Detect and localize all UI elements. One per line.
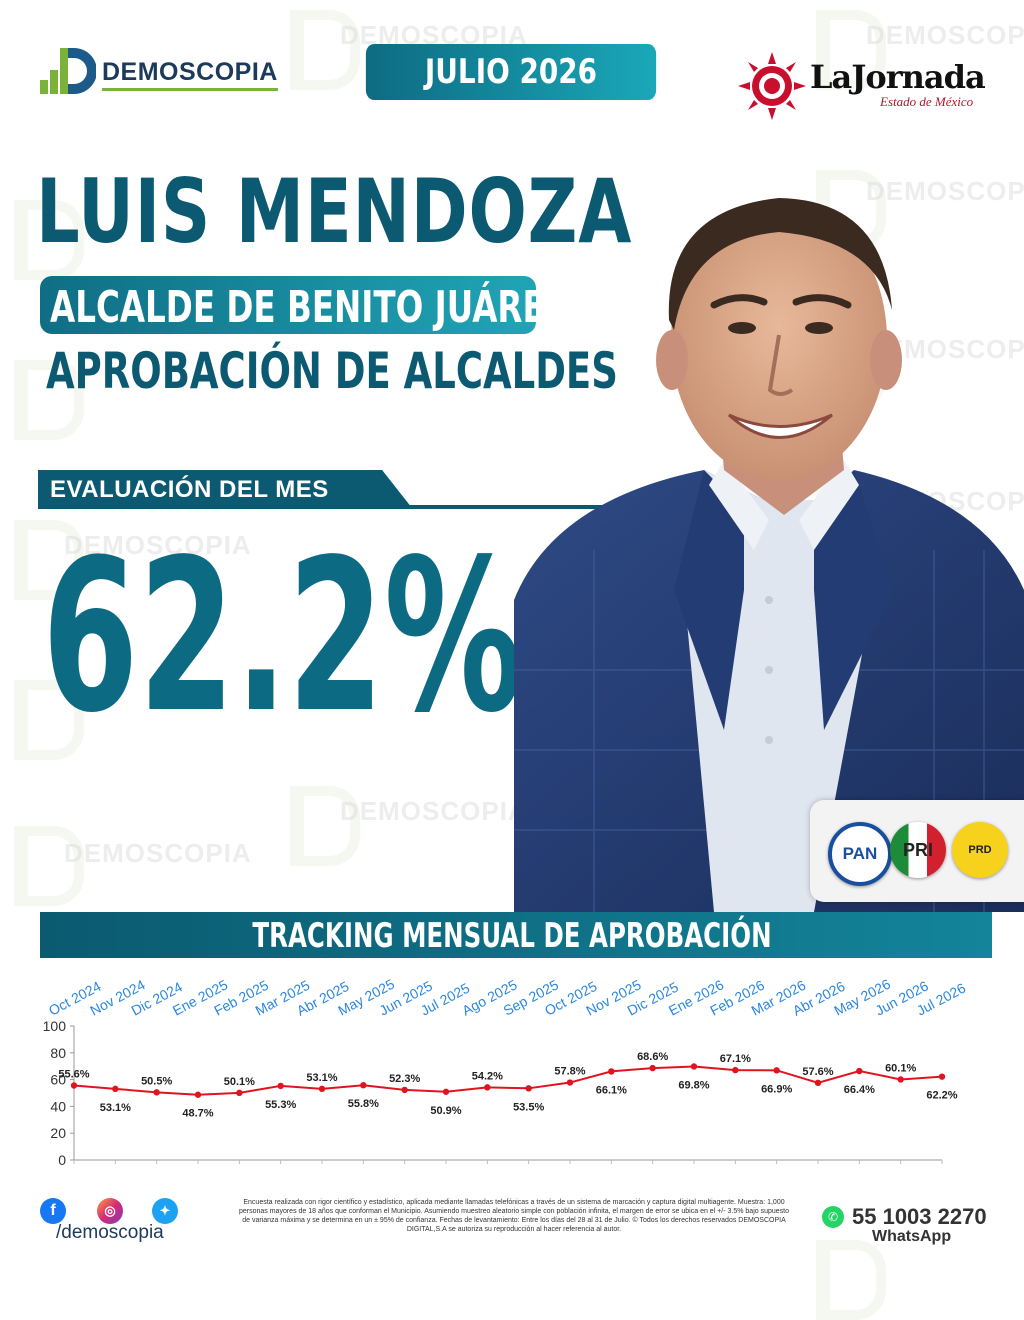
y-tick-label: 40 (50, 1098, 66, 1114)
data-point (236, 1089, 243, 1097)
data-label: 66.4% (844, 1084, 875, 1096)
data-label: 66.9% (761, 1083, 792, 1095)
data-label: 60.1% (885, 1062, 916, 1074)
person-role: ALCALDE DE BENITO JUÁREZ (50, 282, 569, 333)
y-tick-label: 60 (50, 1072, 66, 1088)
data-label: 57.8% (554, 1066, 585, 1078)
data-point (484, 1084, 491, 1091)
data-point (732, 1066, 739, 1074)
data-point (360, 1082, 367, 1089)
chart-title: TRACKING MENSUAL DE APROBACIÓN (252, 916, 772, 956)
watermark-text: DEMOSCOPIA (340, 796, 528, 826)
data-label: 50.1% (224, 1076, 255, 1088)
watermark-logo (14, 520, 84, 600)
data-label: 67.1% (720, 1053, 751, 1065)
watermark-logo (290, 10, 360, 90)
watermark-logo (14, 200, 84, 280)
watermark-text: DEMOSCOPIA (64, 838, 252, 868)
person-name: LUIS MENDOZA (36, 160, 633, 263)
data-point (649, 1064, 656, 1072)
series-line (73, 1065, 943, 1096)
data-point (318, 1085, 326, 1093)
whatsapp-label: WhatsApp (872, 1228, 952, 1245)
methodology-disclaimer: Encuesta realizada con rigor científico … (238, 1199, 789, 1233)
survey-subtitle: APROBACIÓN DE ALCALDES (46, 342, 618, 400)
data-point (277, 1082, 284, 1090)
data-point (566, 1079, 574, 1086)
date-badge: JULIO 2026 (365, 44, 657, 100)
y-tick-label: 80 (50, 1045, 66, 1061)
data-label: 55.8% (348, 1098, 379, 1110)
data-point (814, 1079, 822, 1087)
watermark-logo (14, 680, 84, 760)
data-label: 50.5% (141, 1075, 172, 1087)
partner-subtitle: Estado de México (880, 94, 974, 109)
tracking-band (40, 912, 992, 958)
watermark-logo (816, 1240, 886, 1320)
whatsapp-phone[interactable]: 55 1003 2270 (852, 1204, 987, 1229)
watermark-logo (14, 826, 84, 906)
pri-logo-icon: PRI (890, 822, 946, 878)
watermark-text: DEMOSCOPIA (866, 20, 1024, 50)
data-label: 68.6% (637, 1051, 668, 1063)
data-label: 50.9% (430, 1105, 461, 1117)
watermark-logo (14, 360, 84, 440)
data-point (773, 1067, 780, 1074)
twitter-icon[interactable]: ✦ (152, 1198, 178, 1224)
demoscopia-logo-icon (40, 48, 96, 94)
data-label: 55.3% (265, 1099, 296, 1111)
watermark-text: DEMOSCOPIA (64, 530, 252, 560)
prd-logo-icon: PRD (952, 822, 1008, 878)
data-point (856, 1067, 863, 1075)
data-label: 53.1% (306, 1072, 337, 1084)
data-point (442, 1088, 450, 1095)
data-label: 53.5% (513, 1101, 544, 1113)
data-label: 54.2% (472, 1070, 503, 1082)
social-handle[interactable]: /demoscopia (56, 1222, 164, 1243)
watermark-logo (816, 10, 886, 90)
data-label: 66.1% (596, 1084, 627, 1096)
evaluation-label: EVALUACIÓN DEL MES (50, 476, 329, 503)
data-point (70, 1082, 78, 1089)
data-label: 57.6% (802, 1066, 833, 1078)
whatsapp-icon[interactable]: ✆ (822, 1206, 844, 1228)
data-point (938, 1073, 946, 1080)
party-logos: PAN PRI PRD (810, 800, 1024, 902)
facebook-icon[interactable]: f (40, 1198, 66, 1224)
approval-value: 62.2% (42, 514, 523, 759)
data-point (112, 1085, 119, 1093)
data-label: 53.1% (100, 1102, 131, 1114)
brand-name: DEMOSCOPIA (102, 58, 278, 86)
data-label: 55.6% (58, 1068, 89, 1080)
jornada-sun-icon (738, 52, 806, 120)
instagram-icon[interactable]: ◎ (97, 1198, 123, 1224)
data-label: 69.8% (678, 1079, 709, 1091)
data-point (194, 1091, 202, 1098)
role-badge (40, 276, 536, 334)
brand-underline (102, 88, 278, 91)
data-point (401, 1086, 408, 1094)
data-point (608, 1068, 615, 1075)
y-tick-label: 100 (43, 1018, 67, 1034)
y-tick-label: 20 (50, 1125, 66, 1141)
pan-logo-icon: PAN (828, 822, 892, 886)
data-point (525, 1085, 532, 1092)
watermark-text: DEMOSCOPIA (866, 176, 1024, 206)
watermark-logo (290, 786, 360, 866)
data-label: 62.2% (926, 1090, 957, 1102)
evaluation-band (38, 470, 412, 508)
data-point (690, 1063, 698, 1070)
data-point (897, 1076, 904, 1083)
partner-name: LaJornada (810, 58, 986, 96)
y-tick-label: 0 (58, 1152, 66, 1168)
evaluation-rule (38, 505, 678, 509)
data-label: 48.7% (182, 1108, 213, 1120)
data-label: 52.3% (389, 1073, 420, 1085)
data-point (153, 1089, 160, 1096)
